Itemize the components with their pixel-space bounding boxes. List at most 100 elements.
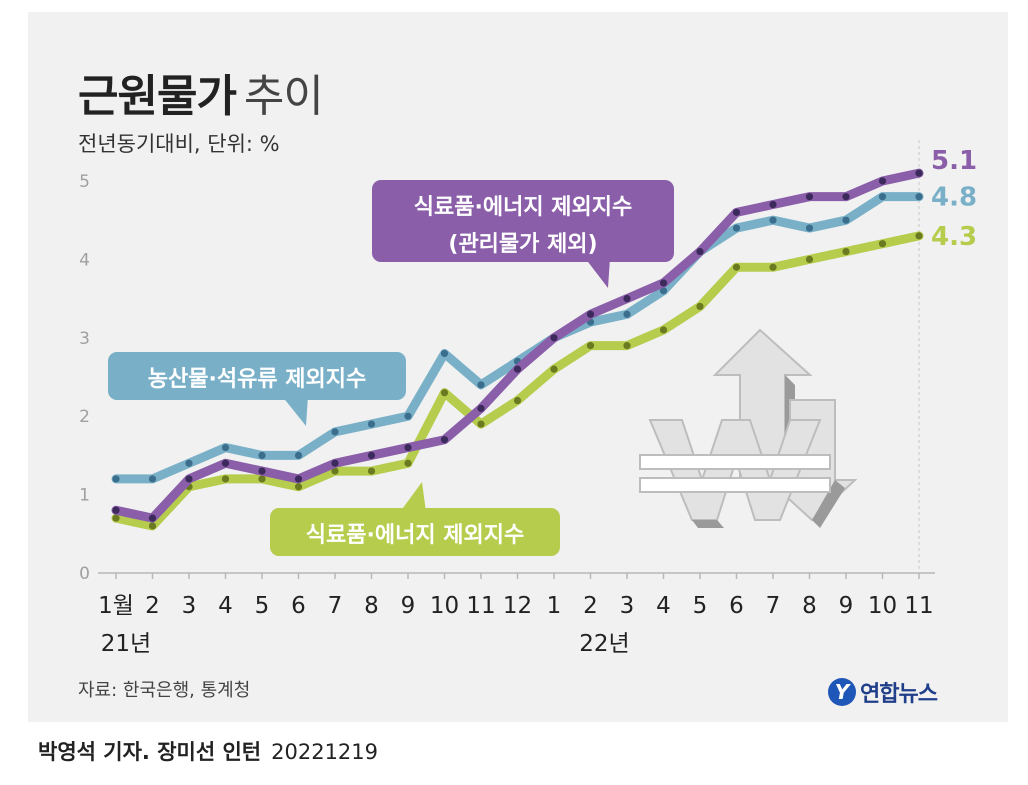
y-tick-label: 4 (79, 250, 90, 270)
data-point-blue (732, 224, 741, 232)
x-tick-label: 3 (182, 593, 197, 619)
callout-purple-text: (관리물가 제외) (448, 232, 597, 257)
data-point-blue (367, 420, 376, 428)
data-point-blue (842, 216, 850, 224)
data-point-purple (732, 208, 741, 216)
x-tick-label: 4 (656, 593, 671, 619)
data-point-purple (477, 404, 485, 412)
y-tick-label: 3 (79, 329, 90, 349)
data-point-green (221, 475, 230, 483)
x-tick-label: 10 (868, 593, 897, 619)
data-point-green (112, 514, 120, 522)
data-point-purple (915, 169, 923, 177)
x-tick-label: 2 (145, 593, 160, 619)
data-point-purple (404, 443, 412, 452)
x-tick-label: 12 (503, 593, 532, 619)
data-point-purple (878, 177, 887, 185)
end-value-label-blue: 4.8 (931, 183, 977, 213)
data-point-blue (805, 224, 814, 232)
data-point-purple (659, 279, 668, 287)
data-point-green (659, 326, 668, 334)
x-tick-label: 8 (802, 593, 817, 619)
x-tick-label: 9 (401, 593, 416, 619)
data-point-green (878, 240, 887, 248)
data-point-blue (148, 475, 157, 483)
x-tick-label: 7 (766, 593, 781, 619)
chart-subtitle: 전년동기대비, 단위: % (78, 132, 280, 156)
data-point-green (477, 420, 485, 428)
data-point-blue (440, 349, 449, 358)
y-tick-label: 2 (79, 407, 90, 427)
data-point-green (805, 255, 814, 263)
data-point-purple (769, 200, 777, 209)
data-point-purple (331, 459, 339, 467)
data-point-blue (331, 428, 339, 436)
callout-purple-box (372, 180, 674, 262)
data-point-green (294, 483, 303, 491)
x-tick-label: 4 (218, 593, 233, 619)
data-point-blue (769, 216, 777, 224)
data-point-purple (842, 193, 850, 201)
x-tick-label: 6 (729, 593, 744, 619)
callout-green-box (270, 508, 560, 556)
data-point-blue (185, 459, 193, 467)
x-tick-label: 9 (839, 593, 854, 619)
callout-green-pointer (400, 482, 426, 512)
data-point-purple (440, 436, 449, 444)
data-point-green (732, 263, 741, 271)
data-point-green (440, 389, 449, 397)
credit-line: 박영석 기자. 장미선 인턴 20221219 (38, 736, 378, 766)
x-tick-label: 1월 (98, 593, 134, 619)
x-tick-label: 5 (693, 593, 708, 619)
data-point-green (696, 302, 704, 311)
data-point-green (331, 467, 339, 475)
callout-purple-pointer (585, 258, 610, 288)
data-point-green (586, 342, 595, 350)
data-point-blue (659, 287, 668, 295)
data-point-green (513, 396, 522, 405)
x-tick-label: 8 (364, 593, 379, 619)
x-tick-label: 11 (904, 593, 933, 619)
x-tick-label: 11 (466, 593, 495, 619)
won-sign-base (692, 520, 724, 528)
logo-text: 연합뉴스 (860, 682, 938, 707)
data-point-purple (513, 365, 522, 373)
data-point-purple (221, 459, 230, 467)
credit-date: 20221219 (271, 740, 379, 764)
x-tick-label: 6 (291, 593, 306, 619)
data-point-green (367, 467, 376, 475)
down-arrow-side (812, 480, 845, 528)
x-tick-label: 2 (583, 593, 598, 619)
data-point-green (842, 247, 850, 256)
data-point-green (915, 232, 923, 240)
data-point-blue (258, 451, 266, 459)
x-tick-label: 7 (328, 593, 343, 619)
data-point-purple (805, 193, 814, 201)
y-tick-label: 0 (79, 564, 90, 584)
data-point-purple (586, 310, 595, 318)
data-point-green (404, 459, 412, 467)
data-point-blue (623, 310, 631, 318)
end-value-label-green: 4.3 (931, 222, 977, 252)
data-point-purple (148, 514, 157, 522)
title-light: 추이 (243, 71, 324, 122)
data-point-blue (112, 475, 120, 483)
data-point-green (550, 365, 558, 373)
data-point-blue (404, 412, 412, 420)
data-point-purple (623, 295, 631, 303)
yonhap-logo: Y 연합뉴스 (828, 676, 938, 708)
data-point-blue (878, 193, 887, 201)
year-label: 21년 (101, 631, 151, 657)
data-point-green (769, 263, 777, 271)
source-note: 자료: 한국은행, 통계청 (78, 680, 251, 701)
x-tick-label: 1 (547, 593, 562, 619)
data-point-purple (112, 506, 120, 514)
data-point-green (148, 522, 157, 530)
data-point-blue (477, 381, 485, 389)
data-point-green (623, 342, 631, 350)
data-point-blue (294, 451, 303, 459)
data-point-purple (696, 247, 704, 256)
end-value-label-purple: 5.1 (931, 146, 977, 176)
data-point-purple (294, 475, 303, 483)
